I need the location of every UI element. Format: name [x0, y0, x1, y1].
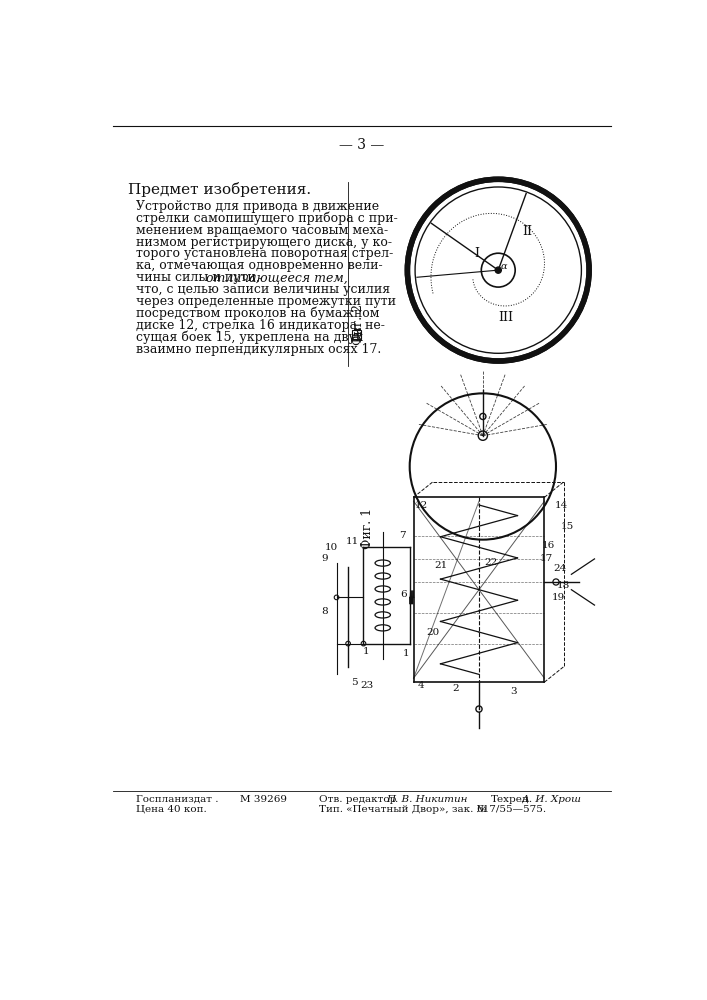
- Text: 9: 9: [322, 554, 328, 563]
- Circle shape: [361, 641, 366, 646]
- Text: посредством проколов на бумажном: посредством проколов на бумажном: [136, 307, 380, 320]
- Text: 10: 10: [325, 543, 338, 552]
- Text: Отв. редактор: Отв. редактор: [319, 795, 396, 804]
- Text: А. И. Хрош: А. И. Хрош: [521, 795, 581, 804]
- Text: 8: 8: [321, 607, 328, 616]
- Text: взаимно перпендикулярных осях 17.: взаимно перпендикулярных осях 17.: [136, 343, 382, 356]
- Text: 1: 1: [363, 647, 369, 656]
- Text: 18: 18: [557, 581, 571, 590]
- Text: Цена 40 коп.: Цена 40 коп.: [136, 805, 207, 814]
- Text: 1: 1: [402, 649, 409, 658]
- Text: I: I: [474, 247, 479, 260]
- Text: Фиг. 2: Фиг. 2: [351, 304, 365, 345]
- Text: стрелки самопишущего прибора с при-: стрелки самопишущего прибора с при-: [136, 211, 398, 225]
- Text: 7: 7: [399, 531, 405, 540]
- Text: 15: 15: [561, 522, 574, 531]
- Text: сущая боек 15, укреплена на двух: сущая боек 15, укреплена на двух: [136, 331, 363, 344]
- Text: Госпланиздат .: Госпланиздат .: [136, 795, 219, 804]
- Text: Техред: Техред: [491, 795, 529, 804]
- Text: Предмет изобретения.: Предмет изобретения.: [128, 182, 311, 197]
- Text: низмом регистрирующего диска, у ко-: низмом регистрирующего диска, у ко-: [136, 236, 392, 249]
- Circle shape: [411, 183, 585, 357]
- Text: α: α: [501, 262, 508, 271]
- Text: М 39269: М 39269: [240, 795, 287, 804]
- Text: чины силы и пути,: чины силы и пути,: [136, 271, 264, 284]
- Text: менением вращаемого часовым меха-: менением вращаемого часовым меха-: [136, 224, 388, 237]
- Circle shape: [553, 579, 559, 585]
- Text: — 3 —: — 3 —: [339, 138, 385, 152]
- Text: 11: 11: [345, 537, 358, 546]
- Text: 2: 2: [452, 684, 460, 693]
- Circle shape: [495, 267, 501, 273]
- Text: через определенные промежутки пути: через определенные промежутки пути: [136, 295, 397, 308]
- Text: 21: 21: [434, 561, 447, 570]
- Text: П. В. Никитин: П. В. Никитин: [387, 795, 468, 804]
- Text: Фиг. 1: Фиг. 1: [361, 508, 374, 549]
- Circle shape: [481, 253, 515, 287]
- Text: что, с целью записи величины усилия: что, с целью записи величины усилия: [136, 283, 390, 296]
- Circle shape: [409, 393, 556, 540]
- Text: 20: 20: [426, 628, 440, 637]
- Circle shape: [334, 595, 339, 600]
- Text: III: III: [498, 311, 513, 324]
- Text: 17: 17: [539, 554, 553, 563]
- Text: 617/55—575.: 617/55—575.: [477, 805, 547, 814]
- Text: диске 12, стрелка 16 индикатора, не-: диске 12, стрелка 16 индикатора, не-: [136, 319, 385, 332]
- Circle shape: [346, 641, 351, 646]
- Text: отличающееся тем,: отличающееся тем,: [206, 271, 347, 284]
- Text: 6: 6: [400, 590, 407, 599]
- Text: 4: 4: [418, 681, 425, 690]
- Text: торого установлена поворотная стрел-: торого установлена поворотная стрел-: [136, 247, 394, 260]
- Text: 16: 16: [542, 541, 555, 550]
- Text: 24: 24: [553, 564, 566, 573]
- Text: ка, отмечающая одновременно вели-: ка, отмечающая одновременно вели-: [136, 259, 383, 272]
- Text: 12: 12: [414, 500, 428, 510]
- Text: Тип. «Печатный Двор», зак. №: Тип. «Печатный Двор», зак. №: [319, 805, 486, 814]
- Text: 5: 5: [351, 678, 358, 687]
- Text: 14: 14: [555, 500, 568, 510]
- Text: 23: 23: [361, 681, 374, 690]
- Text: II: II: [522, 225, 532, 238]
- Text: 19: 19: [551, 593, 565, 602]
- Text: Устройство для привода в движение: Устройство для привода в движение: [136, 200, 380, 213]
- Text: 22: 22: [484, 558, 497, 567]
- Text: 3: 3: [510, 687, 517, 696]
